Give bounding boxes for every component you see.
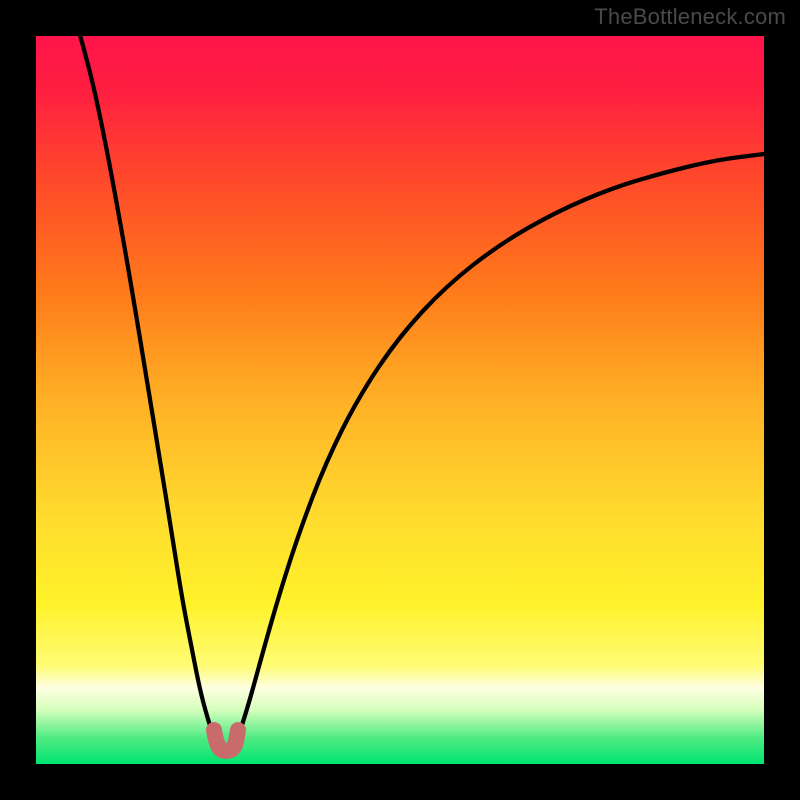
gradient-plot-area xyxy=(36,36,764,764)
bottleneck-chart xyxy=(0,0,800,800)
figure-root: TheBottleneck.com xyxy=(0,0,800,800)
watermark-text: TheBottleneck.com xyxy=(594,4,786,30)
